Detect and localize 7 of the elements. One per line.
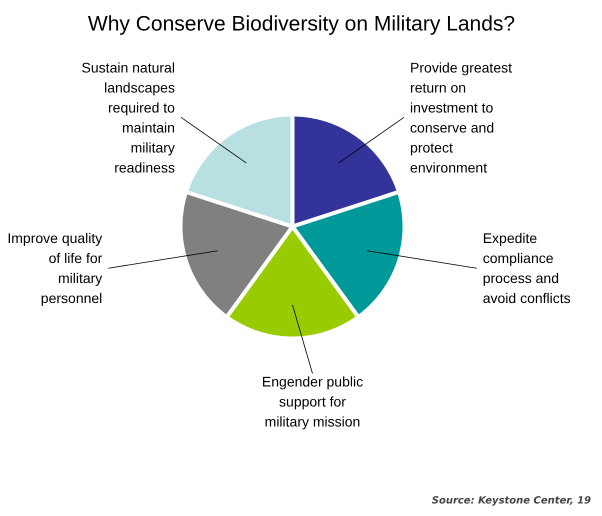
- source-note: Source: Keystone Center, 19: [432, 496, 592, 506]
- chart-title: Why Conserve Biodiversity on Military Lands?: [88, 12, 516, 36]
- slice-label: Improve quality of life for military personnel: [7, 230, 103, 306]
- slice-label: Sustain natural landscapes required to maintain military readiness: [82, 59, 176, 176]
- slice-label: Engender public support for military mission: [262, 374, 364, 430]
- slice-label: Expedite compliance process and avoid conflicts: [482, 230, 571, 306]
- slice-label: Provide greatest return on investment to conserve and protect environment: [410, 59, 512, 176]
